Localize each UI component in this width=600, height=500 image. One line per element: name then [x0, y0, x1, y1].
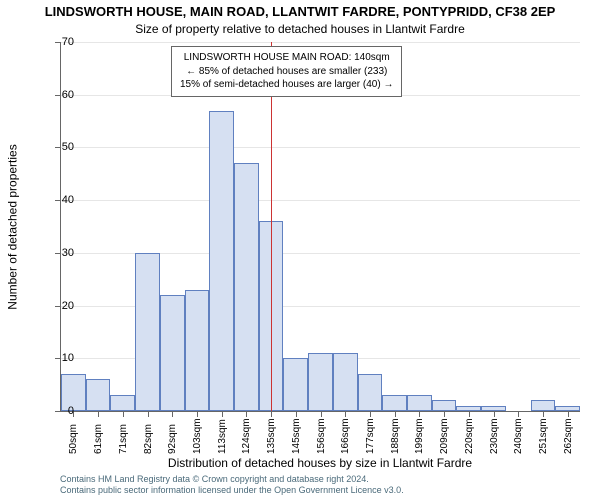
- footer-line-1: Contains HM Land Registry data © Crown c…: [60, 474, 580, 485]
- x-tick: [395, 411, 396, 417]
- x-tick-label: 145sqm: [291, 418, 302, 454]
- gridline: [61, 147, 580, 148]
- histogram-bar: [234, 163, 259, 411]
- x-tick: [469, 411, 470, 417]
- x-tick-label: 156sqm: [316, 418, 327, 454]
- x-tick-label: 230sqm: [489, 418, 500, 454]
- x-tick: [296, 411, 297, 417]
- x-tick-label: 262sqm: [563, 418, 574, 454]
- histogram-bar: [283, 358, 308, 411]
- chart-title-sub: Size of property relative to detached ho…: [0, 22, 600, 36]
- x-tick-label: 113sqm: [217, 419, 228, 454]
- y-tick-label: 20: [44, 300, 74, 312]
- y-tick-label: 0: [44, 405, 74, 417]
- histogram-bar: [209, 111, 234, 411]
- y-tick-label: 70: [44, 36, 74, 48]
- histogram-bar: [185, 290, 210, 411]
- x-tick: [568, 411, 569, 417]
- x-tick: [543, 411, 544, 417]
- annotation-line-1: LINDSWORTH HOUSE MAIN ROAD: 140sqm: [180, 51, 393, 65]
- x-tick: [222, 411, 223, 417]
- histogram-bar: [308, 353, 333, 411]
- x-axis-label: Distribution of detached houses by size …: [60, 456, 580, 470]
- histogram-bar: [110, 395, 135, 411]
- x-tick-label: 220sqm: [464, 418, 475, 454]
- x-tick: [246, 411, 247, 417]
- chart-title-main: LINDSWORTH HOUSE, MAIN ROAD, LLANTWIT FA…: [0, 4, 600, 19]
- x-tick-label: 71sqm: [118, 424, 129, 454]
- histogram-bar: [531, 400, 556, 411]
- x-tick-label: 166sqm: [340, 418, 351, 454]
- histogram-bar: [160, 295, 185, 411]
- x-tick-label: 177sqm: [365, 418, 376, 454]
- x-tick-label: 124sqm: [241, 418, 252, 454]
- chart-container: LINDSWORTH HOUSE, MAIN ROAD, LLANTWIT FA…: [0, 0, 600, 500]
- x-tick-label: 240sqm: [513, 418, 524, 454]
- histogram-bar: [358, 374, 383, 411]
- y-tick-label: 40: [44, 194, 74, 206]
- x-tick: [321, 411, 322, 417]
- annotation-line-2: ← 85% of detached houses are smaller (23…: [180, 65, 393, 79]
- histogram-bar: [333, 353, 358, 411]
- reference-line: [271, 42, 272, 411]
- x-tick-label: 61sqm: [93, 424, 104, 454]
- x-tick: [370, 411, 371, 417]
- x-tick-label: 50sqm: [68, 424, 79, 454]
- x-tick: [172, 411, 173, 417]
- x-tick: [148, 411, 149, 417]
- x-tick-label: 199sqm: [414, 418, 425, 454]
- annotation-line-3: 15% of semi-detached houses are larger (…: [180, 78, 393, 92]
- y-tick-label: 30: [44, 247, 74, 259]
- histogram-bar: [382, 395, 407, 411]
- histogram-bar: [86, 379, 111, 411]
- gridline: [61, 200, 580, 201]
- x-tick: [197, 411, 198, 417]
- x-tick-label: 251sqm: [538, 418, 549, 454]
- x-tick: [494, 411, 495, 417]
- x-tick-label: 135sqm: [266, 418, 277, 454]
- footer-line-2: Contains public sector information licen…: [60, 485, 580, 496]
- x-tick: [123, 411, 124, 417]
- x-tick-label: 188sqm: [390, 418, 401, 454]
- x-tick-label: 82sqm: [143, 424, 154, 454]
- gridline: [61, 42, 580, 43]
- x-tick: [419, 411, 420, 417]
- x-tick-label: 209sqm: [439, 418, 450, 454]
- plot-area: LINDSWORTH HOUSE MAIN ROAD: 140sqm← 85% …: [60, 42, 580, 412]
- footer-attribution: Contains HM Land Registry data © Crown c…: [60, 474, 580, 496]
- x-tick: [518, 411, 519, 417]
- histogram-bar: [407, 395, 432, 411]
- annotation-box: LINDSWORTH HOUSE MAIN ROAD: 140sqm← 85% …: [171, 46, 402, 97]
- x-tick: [271, 411, 272, 417]
- y-tick-label: 10: [44, 352, 74, 364]
- histogram-bar: [432, 400, 457, 411]
- y-axis-label: Number of detached properties: [6, 42, 20, 412]
- x-tick: [98, 411, 99, 417]
- x-tick-label: 103sqm: [192, 418, 203, 454]
- x-tick: [444, 411, 445, 417]
- y-tick-label: 60: [44, 89, 74, 101]
- x-tick-label: 92sqm: [167, 424, 178, 454]
- histogram-bar: [135, 253, 160, 411]
- y-tick-label: 50: [44, 141, 74, 153]
- x-tick: [345, 411, 346, 417]
